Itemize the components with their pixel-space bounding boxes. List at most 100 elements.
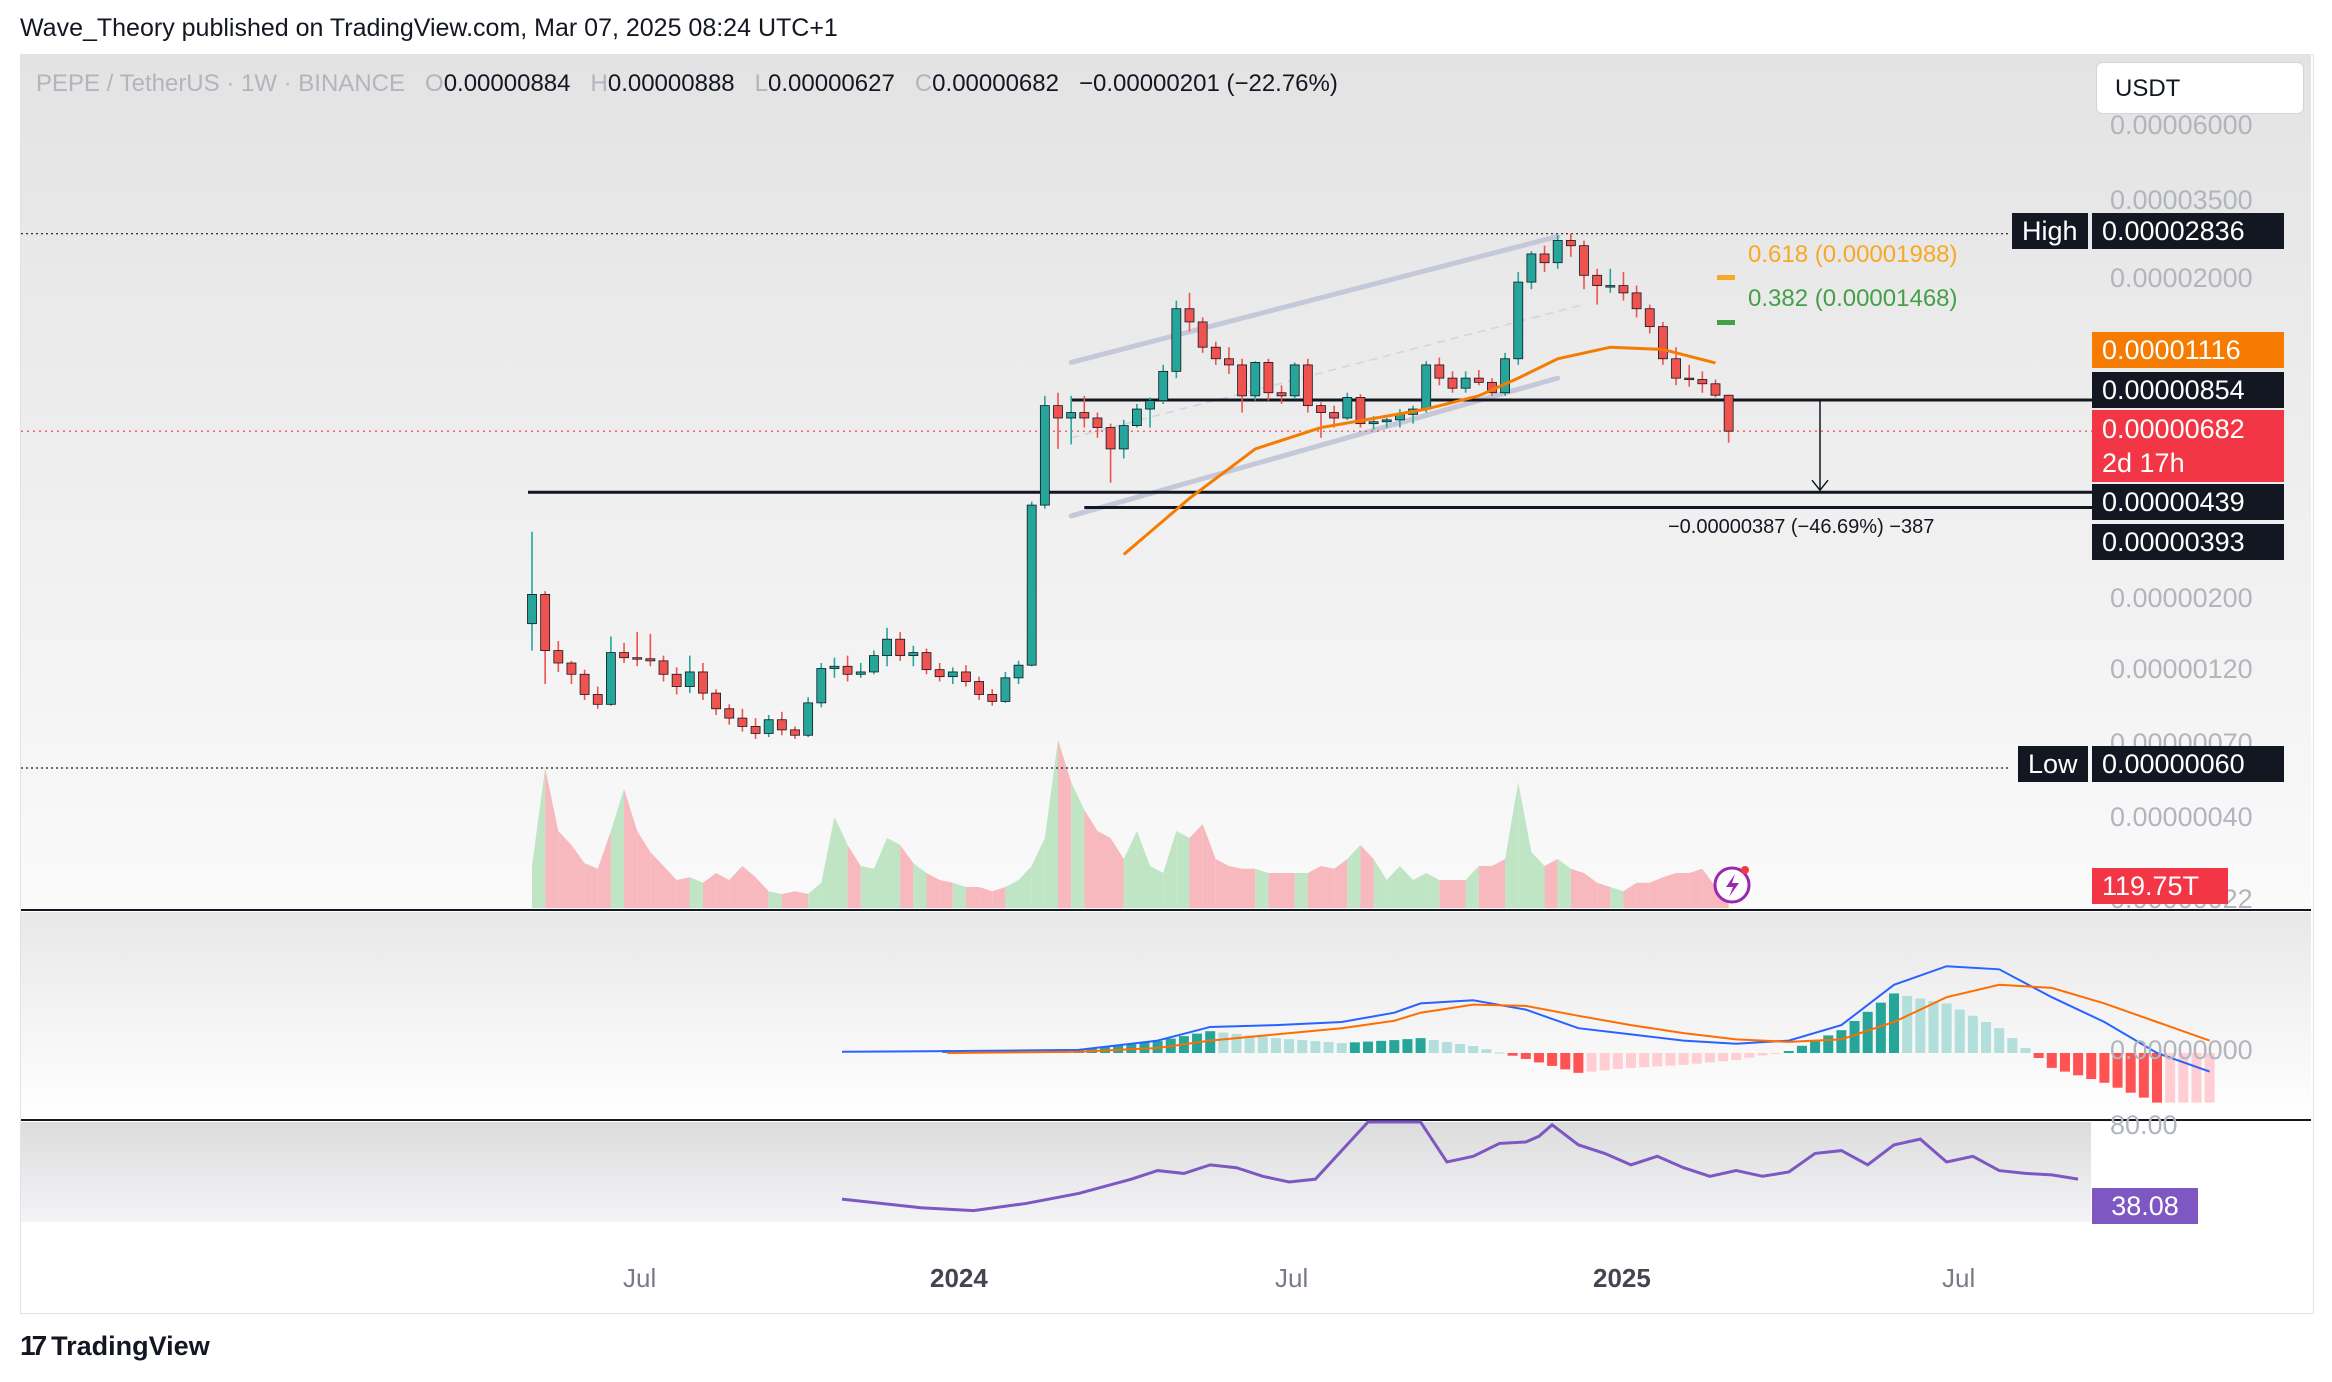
candle-body	[974, 681, 984, 695]
candle-body	[1710, 383, 1721, 396]
volume-area-segment	[571, 845, 585, 908]
volume-area-segment	[716, 873, 730, 908]
macd-histogram-bar	[2007, 1038, 2018, 1053]
volume-area-segment	[1597, 882, 1611, 908]
macd-histogram-bar	[1783, 1051, 1794, 1053]
volume-area-segment	[965, 887, 980, 908]
candles-layer	[527, 233, 1734, 739]
close-key: C	[914, 70, 933, 97]
macd-histogram-bar	[1612, 1053, 1623, 1070]
candle-body	[1605, 285, 1616, 288]
macd-histogram-bar	[1310, 1041, 1321, 1053]
volume-area-segment	[1702, 868, 1716, 908]
price-axis-label: 0.00000040	[2110, 802, 2253, 832]
volume-area-segment	[834, 817, 848, 908]
candle-body	[1000, 677, 1011, 702]
macd-histogram-bar	[1718, 1053, 1729, 1062]
candle-body	[1592, 274, 1603, 286]
volume-area-segment	[729, 866, 743, 908]
volume-area-segment	[821, 817, 835, 908]
candle-body	[1697, 379, 1708, 385]
macd-histogram-bar	[1770, 1053, 1781, 1054]
macd-histogram-bar	[1441, 1042, 1452, 1053]
symbol-label[interactable]: PEPE / TetherUS · 1W · BINANCE	[36, 70, 405, 97]
high-key: H	[590, 70, 608, 97]
low-tag: Low	[2018, 746, 2088, 782]
low-value: 0.00000627	[768, 70, 895, 97]
candle-body	[776, 719, 787, 731]
volume-area-segment	[952, 882, 966, 908]
macd-histogram-bar	[1270, 1038, 1281, 1053]
candle-body	[1013, 664, 1024, 679]
annotation-layer	[1713, 275, 1829, 904]
candle-body	[540, 593, 551, 651]
volume-area-segment	[1005, 880, 1019, 908]
high-value: 0.00000888	[607, 70, 735, 97]
candle-body	[1368, 421, 1379, 425]
change-value: −0.00000201 (−22.76%)	[1078, 70, 1338, 97]
macd-histogram-bar	[2059, 1053, 2070, 1072]
volume-area-segment	[1570, 868, 1584, 908]
currency-selector[interactable]: USDT	[2096, 62, 2304, 114]
macd-histogram-bar	[1836, 1030, 1847, 1053]
volume-area-segment	[1426, 873, 1440, 908]
volume-area-segment	[1544, 859, 1558, 908]
candle-body	[645, 658, 656, 662]
macd-histogram-bar	[1796, 1045, 1807, 1053]
macd-histogram-bar	[1902, 995, 1913, 1053]
candle-body	[1579, 245, 1589, 276]
volume-area-segment	[1676, 873, 1690, 908]
volume-area-segment	[1399, 866, 1414, 908]
candle-body	[1329, 412, 1340, 419]
candle-body	[1684, 377, 1695, 381]
candle-body	[1539, 253, 1550, 264]
channel-mid-line	[1070, 303, 1585, 439]
macd-histogram-bar	[1363, 1041, 1373, 1053]
macd-histogram-bar	[2112, 1053, 2123, 1088]
volume-area-segment	[650, 852, 664, 908]
candle-body	[1158, 370, 1169, 402]
measure-arrow-head	[1811, 479, 1829, 492]
candle-body	[1250, 362, 1261, 397]
candle-body	[632, 657, 643, 660]
volume-area-segment	[610, 789, 625, 908]
candle-body	[1565, 240, 1576, 247]
candle-body	[1224, 358, 1234, 366]
volume-area-segment	[1307, 866, 1321, 908]
bar-countdown: 2d 17h	[2102, 448, 2185, 478]
volume-area-segment	[1360, 845, 1374, 908]
open-value: 0.00000884	[443, 70, 571, 97]
rsi-line	[841, 1120, 2079, 1213]
macd-histogram-bar	[1547, 1053, 1558, 1066]
open-key: O	[425, 70, 444, 97]
ema-layer	[1122, 345, 1716, 556]
candle-body	[737, 717, 748, 727]
tradingview-logo[interactable]: 17 TradingView	[20, 1330, 210, 1362]
price-axis-label: 0.00000200	[2110, 583, 2253, 613]
volume-area-segment	[1478, 866, 1492, 908]
volume-area-segment	[1386, 866, 1400, 908]
volume-area-segment	[558, 831, 572, 908]
volume-area-segment	[1031, 838, 1045, 908]
support2-price-label: 0.00000393	[2092, 524, 2284, 560]
volume-area-segment	[1215, 859, 1229, 908]
volume-area-segment	[1531, 852, 1545, 908]
volume-area-segment	[1044, 740, 1058, 908]
candle-body	[829, 665, 840, 669]
volume-area-segment	[532, 768, 546, 908]
candle-body	[1276, 392, 1287, 397]
price-axis-label: 0.00002000	[2110, 263, 2253, 293]
ema-price-label: 0.00001116	[2092, 332, 2284, 368]
macd-histogram-bar	[1218, 1032, 1229, 1053]
candle-body	[750, 726, 761, 734]
volume-area-segment	[1518, 782, 1532, 908]
macd-histogram-bar	[1533, 1053, 1544, 1063]
volume-area-segment	[1649, 877, 1663, 908]
candle-body	[921, 652, 932, 671]
candle-body	[579, 673, 590, 695]
volume-area-segment	[939, 880, 953, 908]
close-value: 0.00000682	[932, 70, 1059, 97]
macd-histogram-bar	[1257, 1036, 1268, 1053]
rsi-axis-label: 80.00	[2110, 1110, 2178, 1140]
